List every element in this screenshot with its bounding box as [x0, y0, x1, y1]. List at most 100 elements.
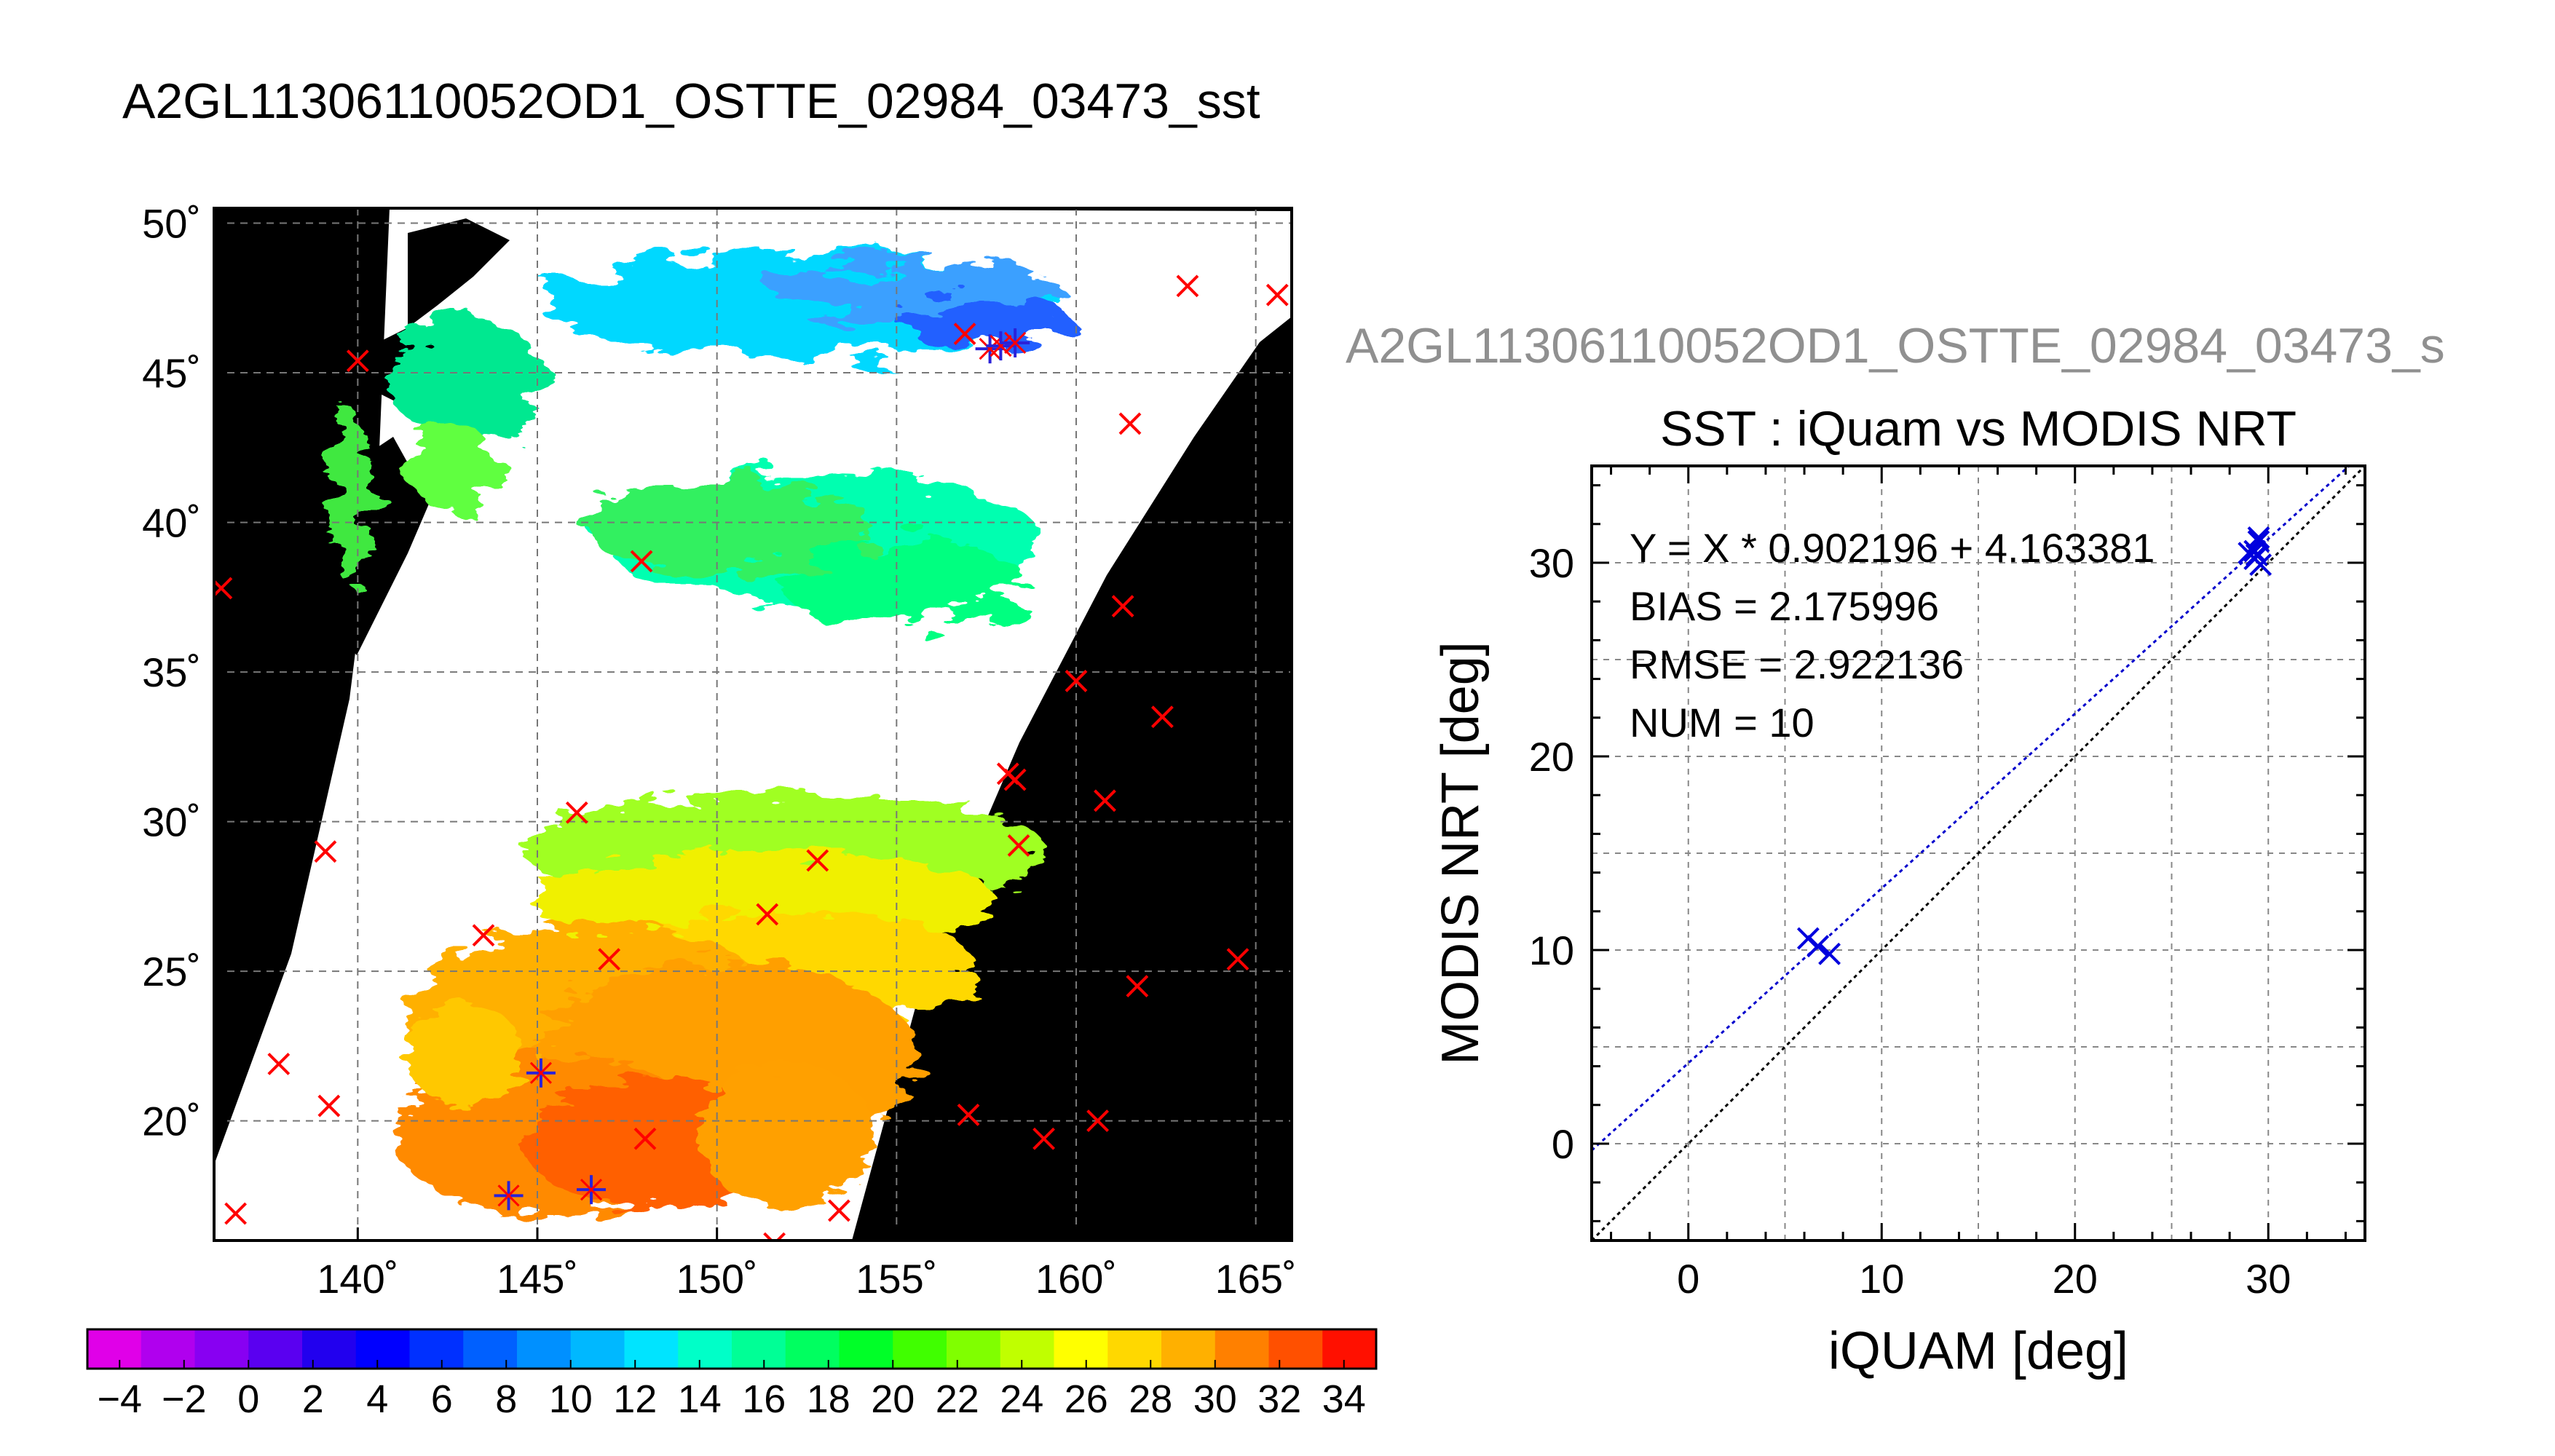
overlay-title: A2GL11306110052OD1_OSTTE_02984_03473_s — [1346, 318, 2445, 373]
scatter-xtick-label: 10 — [1859, 1256, 1904, 1302]
map-cross-marker — [1007, 834, 1030, 857]
map-cross-marker — [827, 1199, 850, 1222]
map-cross-marker — [1265, 283, 1289, 306]
map-cross-marker — [472, 924, 495, 947]
colorbar-cell — [194, 1329, 249, 1369]
map-cross-marker — [1176, 274, 1199, 298]
scatter-ytick-label: 10 — [1529, 927, 1574, 973]
colorbar-label: 22 — [936, 1377, 979, 1421]
map-lat-label: 45˚ — [142, 350, 201, 396]
map-lat-label: 25˚ — [142, 949, 201, 994]
scatter-point — [1818, 942, 1841, 965]
colorbar-cell — [732, 1329, 786, 1369]
colorbar-cell — [302, 1329, 357, 1369]
main-title: A2GL11306110052OD1_OSTTE_02984_03473_sst — [122, 74, 1260, 129]
map-star-marker — [986, 331, 1016, 361]
colorbar-cell — [355, 1329, 411, 1369]
colorbar-label: 32 — [1257, 1377, 1301, 1421]
colorbar-cell — [1268, 1329, 1323, 1369]
map-axis: 140˚ 145˚ 150˚ 155˚ 160˚ 165˚ 50˚ 45˚ 40˚ 35˚ 30˚ 2… — [142, 201, 1297, 1302]
colorbar-cell — [570, 1329, 625, 1369]
scatter-ytick-label: 20 — [1529, 734, 1574, 780]
colorbar-cell — [248, 1329, 303, 1369]
map-lon-label: 145˚ — [497, 1256, 578, 1302]
map-cross-marker — [633, 1127, 657, 1150]
map-cross-marker — [1226, 948, 1249, 971]
scatter-point — [2245, 543, 2268, 566]
scatter-panel: 0 10 20 30 0 10 20 30 Y = X * 0.902196 + 4.1633… — [1431, 464, 2366, 1380]
map-star-marker — [577, 1175, 606, 1205]
map-cross-marker — [1086, 1109, 1110, 1133]
scatter-ytick-label: 0 — [1552, 1121, 1574, 1167]
map-cross-marker — [1126, 975, 1149, 998]
colorbar-frame — [86, 1328, 1378, 1370]
map-lon-label: 155˚ — [856, 1256, 937, 1302]
map-lat-label: 50˚ — [142, 201, 201, 247]
colorbar-cell — [1322, 1329, 1377, 1369]
stats-rmse: RMSE = 2.922136 — [1630, 641, 1964, 687]
map-cross-marker — [806, 849, 829, 872]
colorbar-label: 0 — [237, 1377, 259, 1421]
colorbar-cell — [1161, 1329, 1216, 1369]
map-lon-label: 140˚ — [317, 1256, 398, 1302]
map-cross-marker — [314, 840, 337, 863]
colorbar-label: 4 — [366, 1377, 388, 1421]
colorbar-cell — [87, 1329, 142, 1369]
colorbar-label: 34 — [1322, 1377, 1366, 1421]
colorbar-cell — [1215, 1329, 1270, 1369]
map-lat-label: 30˚ — [142, 799, 201, 845]
scatter-xtick-label: 30 — [2246, 1256, 2291, 1302]
map-cross-marker — [1118, 412, 1142, 435]
colorbar-label: 10 — [549, 1377, 593, 1421]
scatter-ylabel: MODIS NRT [deg] — [1431, 641, 1490, 1065]
scatter-points — [1796, 526, 2272, 965]
map-lat-label: 20˚ — [142, 1099, 201, 1144]
colorbar-cell — [517, 1329, 572, 1369]
map-cross-marker — [1150, 705, 1174, 729]
scatter-xtick-label: 20 — [2053, 1256, 2098, 1302]
colorbar-label: 8 — [495, 1377, 517, 1421]
map-cross-marker — [957, 1103, 980, 1126]
colorbar-cell — [893, 1329, 947, 1369]
colorbar-cell — [624, 1329, 679, 1369]
map-cross-marker — [630, 550, 653, 573]
map-cross-marker — [598, 948, 621, 971]
colorbar-label: −2 — [162, 1377, 207, 1421]
stats-num: NUM = 10 — [1630, 700, 1814, 745]
map-star-marker — [494, 1181, 524, 1211]
colorbar-label: 6 — [431, 1377, 453, 1421]
map-cross-marker — [1111, 595, 1134, 618]
colorbar-label: −4 — [97, 1377, 142, 1421]
map-cross-marker — [565, 801, 588, 824]
colorbar-cell — [678, 1329, 732, 1369]
map-cross-marker — [953, 323, 976, 346]
map-cross-marker — [1094, 789, 1116, 812]
map-cross-marker — [346, 349, 369, 373]
colorbar-label: 26 — [1065, 1377, 1108, 1421]
regression-line — [1592, 466, 2351, 1152]
colorbar-label: 30 — [1193, 1377, 1237, 1421]
map-lon-label: 165˚ — [1215, 1256, 1297, 1302]
colorbar-cell — [1000, 1329, 1055, 1369]
scatter-ytick-label: 30 — [1529, 540, 1574, 586]
map-panel: 140˚ 145˚ 150˚ 155˚ 160˚ 165˚ 50˚ 45˚ 40˚ 35˚ 30˚ 2… — [142, 201, 1297, 1302]
colorbar-label: 24 — [1000, 1377, 1043, 1421]
colorbar-cell — [141, 1329, 196, 1369]
map-lon-label: 150˚ — [676, 1256, 758, 1302]
colorbar-cell — [463, 1329, 518, 1369]
scatter-xlabel: iQUAM [deg] — [1828, 1322, 2128, 1380]
map-cross-marker — [1065, 669, 1088, 692]
map-grid — [214, 208, 1292, 1241]
colorbar-cell — [409, 1329, 464, 1369]
map-lat-label: 40˚ — [142, 500, 201, 546]
sst-field-north — [328, 255, 1070, 626]
stats-box: Y = X * 0.902196 + 4.163381 BIAS = 2.175… — [1630, 525, 2155, 745]
land-sakhalin — [408, 218, 510, 328]
colorbar-cell — [947, 1329, 1001, 1369]
scatter-grid — [1592, 466, 2365, 1241]
colorbar-cells — [87, 1329, 1377, 1369]
scatter-point — [1806, 935, 1830, 958]
map-cross-marker — [1003, 768, 1027, 791]
stats-fit-equation: Y = X * 0.902196 + 4.163381 — [1630, 525, 2155, 571]
